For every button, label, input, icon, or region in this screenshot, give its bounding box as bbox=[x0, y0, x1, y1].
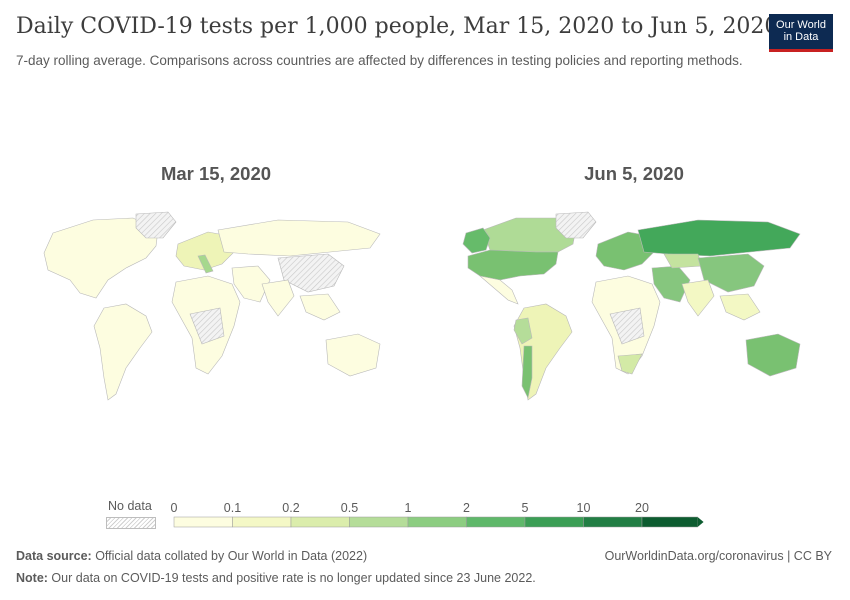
color-legend[interactable]: 0 0.1 0.2 0.5 1 2 5 10 20 bbox=[160, 496, 720, 532]
legend-tick-7: 10 bbox=[577, 501, 591, 515]
chart-subtitle: 7-day rolling average. Comparisons acros… bbox=[16, 53, 743, 68]
region-china-right[interactable] bbox=[697, 253, 765, 293]
legend-no-data-label: No data bbox=[108, 499, 152, 513]
region-greenland-right[interactable] bbox=[555, 211, 597, 239]
source-text: Official data collated by Our World in D… bbox=[91, 549, 368, 563]
legend-tick-0: 0 bbox=[171, 501, 178, 515]
legend-arrow bbox=[697, 517, 704, 527]
legend-tick-1: 0.1 bbox=[224, 501, 241, 515]
legend-tick-5: 2 bbox=[463, 501, 470, 515]
legend-swatch-5[interactable] bbox=[466, 516, 526, 528]
legend-tick-6: 5 bbox=[522, 501, 529, 515]
legend-swatch-4[interactable] bbox=[407, 516, 467, 528]
region-south-america-left[interactable] bbox=[93, 303, 153, 401]
region-greenland-left[interactable] bbox=[135, 211, 177, 239]
legend-tick-4: 1 bbox=[405, 501, 412, 515]
source-url-link[interactable]: OurWorldinData.org/coronavirus | CC BY bbox=[604, 549, 832, 563]
region-australia-left[interactable] bbox=[325, 333, 381, 377]
region-south-asia-left[interactable] bbox=[261, 279, 295, 317]
region-southeast-asia-right[interactable] bbox=[719, 293, 761, 321]
legend-swatch-1[interactable] bbox=[232, 516, 292, 528]
region-china-left[interactable] bbox=[277, 253, 345, 293]
region-india-right[interactable] bbox=[681, 279, 715, 317]
legend-swatch-8[interactable] bbox=[641, 516, 698, 528]
region-south-africa-right[interactable] bbox=[617, 353, 643, 375]
region-central-africa-right[interactable] bbox=[609, 307, 645, 345]
legend-tick-2: 0.2 bbox=[282, 501, 299, 515]
region-italy-left[interactable] bbox=[197, 254, 214, 274]
source-label: Data source: bbox=[16, 549, 92, 563]
logo-line-2: in Data bbox=[783, 31, 819, 43]
legend-swatch-0[interactable] bbox=[173, 516, 233, 528]
legend-tick-8: 20 bbox=[635, 501, 649, 515]
region-russia-left[interactable] bbox=[217, 219, 381, 257]
note-label: Note: bbox=[16, 571, 48, 585]
data-source: Data source: Official data collated by O… bbox=[16, 549, 367, 563]
region-mexico-right[interactable] bbox=[478, 275, 519, 305]
world-map-left[interactable] bbox=[8, 208, 418, 408]
note: Note: Our data on COVID-19 tests and pos… bbox=[16, 571, 536, 585]
legend-swatch-3[interactable] bbox=[349, 516, 409, 528]
region-alaska-right[interactable] bbox=[462, 227, 491, 254]
region-australia-right[interactable] bbox=[745, 333, 801, 377]
logo-line-1: Our World bbox=[776, 19, 826, 31]
legend-swatch-6[interactable] bbox=[524, 516, 584, 528]
region-middle-east-left[interactable] bbox=[231, 265, 271, 303]
region-central-africa-left[interactable] bbox=[189, 307, 225, 345]
legend-swatch-2[interactable] bbox=[290, 516, 350, 528]
region-chile-right[interactable] bbox=[521, 345, 533, 399]
map-date-left: Mar 15, 2020 bbox=[160, 163, 272, 184]
legend-swatch-7[interactable] bbox=[583, 516, 643, 528]
note-text: Our data on COVID-19 tests and positive … bbox=[47, 571, 536, 585]
legend-no-data-swatch[interactable] bbox=[106, 517, 156, 529]
region-peru-right[interactable] bbox=[513, 317, 533, 345]
chart-title: Daily COVID-19 tests per 1,000 people, M… bbox=[16, 14, 779, 39]
world-map-right[interactable] bbox=[428, 208, 838, 408]
legend-tick-3: 0.5 bbox=[341, 501, 358, 515]
region-russia-right[interactable] bbox=[637, 219, 801, 257]
map-date-right: Jun 5, 2020 bbox=[584, 163, 684, 184]
region-kazakhstan-right[interactable] bbox=[663, 253, 703, 269]
region-united-states-right[interactable] bbox=[467, 249, 559, 281]
region-southeast-asia-left[interactable] bbox=[299, 293, 341, 321]
owid-logo[interactable]: Our World in Data bbox=[769, 14, 833, 52]
